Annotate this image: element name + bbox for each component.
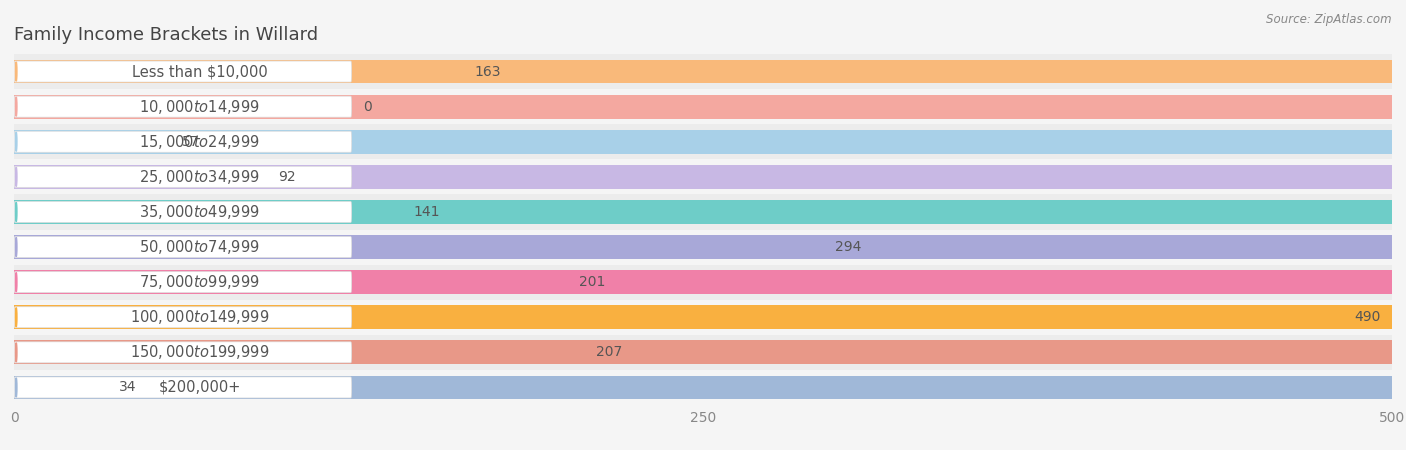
Bar (14, 165, 1392, 189)
Bar (14, 235, 1392, 259)
Text: $25,000 to $34,999: $25,000 to $34,999 (139, 168, 260, 186)
Circle shape (15, 132, 17, 151)
Bar (14, 265, 1392, 300)
Circle shape (15, 97, 17, 116)
Text: $100,000 to $149,999: $100,000 to $149,999 (129, 308, 270, 326)
Circle shape (15, 308, 17, 327)
FancyBboxPatch shape (14, 61, 352, 82)
Bar (14, 130, 1392, 154)
Text: Family Income Brackets in Willard: Family Income Brackets in Willard (14, 26, 318, 44)
FancyBboxPatch shape (14, 96, 352, 117)
Text: 294: 294 (835, 240, 862, 254)
Circle shape (15, 238, 17, 256)
Text: $35,000 to $49,999: $35,000 to $49,999 (139, 203, 260, 221)
Bar (14, 340, 1392, 364)
Text: 34: 34 (118, 380, 136, 395)
FancyBboxPatch shape (14, 272, 352, 292)
Text: $200,000+: $200,000+ (159, 380, 240, 395)
Text: 57: 57 (183, 135, 200, 149)
Bar (14, 370, 1392, 405)
Circle shape (15, 62, 17, 81)
Circle shape (15, 202, 17, 221)
Text: 201: 201 (579, 275, 606, 289)
FancyBboxPatch shape (14, 166, 352, 187)
Bar (14, 54, 1392, 89)
Bar (14, 335, 1392, 370)
FancyBboxPatch shape (14, 377, 352, 398)
Circle shape (15, 378, 17, 397)
FancyBboxPatch shape (14, 202, 352, 222)
Circle shape (15, 273, 17, 292)
Bar (14, 200, 1392, 224)
Text: 141: 141 (413, 205, 440, 219)
Bar (14, 194, 1392, 230)
Text: $15,000 to $24,999: $15,000 to $24,999 (139, 133, 260, 151)
Text: 163: 163 (474, 64, 501, 79)
FancyBboxPatch shape (14, 342, 352, 363)
Bar (14, 159, 1392, 194)
Circle shape (15, 343, 17, 362)
FancyBboxPatch shape (14, 237, 352, 257)
Text: 92: 92 (278, 170, 297, 184)
Text: $50,000 to $74,999: $50,000 to $74,999 (139, 238, 260, 256)
Bar (14, 375, 1392, 400)
Text: Source: ZipAtlas.com: Source: ZipAtlas.com (1267, 14, 1392, 27)
Text: $10,000 to $14,999: $10,000 to $14,999 (139, 98, 260, 116)
Text: $75,000 to $99,999: $75,000 to $99,999 (139, 273, 260, 291)
Text: 207: 207 (596, 345, 621, 360)
FancyBboxPatch shape (14, 131, 352, 152)
Bar (14, 94, 1392, 119)
Text: Less than $10,000: Less than $10,000 (132, 64, 267, 79)
Bar (14, 124, 1392, 159)
Text: 0: 0 (363, 99, 371, 114)
Bar (14, 300, 1392, 335)
Text: $150,000 to $199,999: $150,000 to $199,999 (129, 343, 270, 361)
Bar (14, 230, 1392, 265)
Circle shape (15, 167, 17, 186)
Bar (14, 89, 1392, 124)
Bar (14, 59, 1392, 84)
FancyBboxPatch shape (14, 307, 352, 328)
Bar (14, 305, 1392, 329)
Text: 490: 490 (1354, 310, 1381, 324)
Bar (14, 270, 1392, 294)
